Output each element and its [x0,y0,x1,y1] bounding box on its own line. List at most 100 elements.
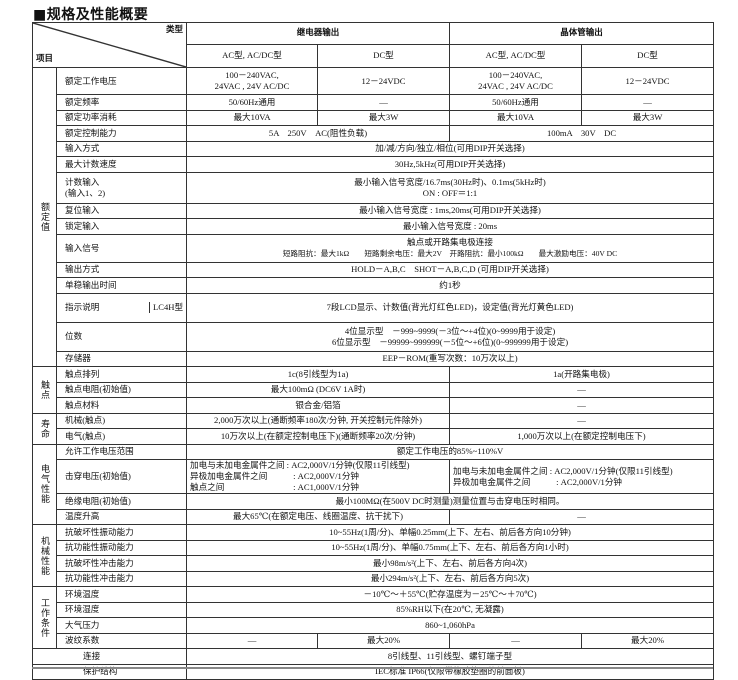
row-label: 抗功能性振动能力 [56,539,187,556]
row-label: 触点材料 [56,397,187,414]
type-header: DC型 [316,43,451,69]
row-label: 抗破坏性冲击能力 [56,555,187,572]
spec-table: 类型 项目 继电器输出 晶体管输出 AC型, AC/DC型 DC型 AC型, A… [32,22,715,680]
cell: 12－24VDC [316,67,451,95]
cell: 加电与未加电金属件之间 : AC2,000V/1分钟(仅限11引线型) 异极加电… [185,459,451,494]
row-label: 单稳输出时间 [56,277,187,294]
cell: — [449,381,715,398]
cell: — [186,632,318,649]
cell: 最大3W [316,109,451,126]
cell: 8引线型、11引线型、螺钉端子型 [185,648,715,665]
item-label: 项目 [36,54,54,64]
cell: 最小输入信号宽度 : 1ms,20ms(可用DIP开关选择) [185,202,715,219]
cell: — [449,397,715,414]
group-label-rated: 额定值 [32,67,57,367]
cell: 50/60Hz通用 [449,94,583,111]
diagonal-line [33,23,186,67]
cell: 100－240VAC, 24VAC , 24V AC/DC [186,67,318,95]
cell: 100－240VAC, 24VAC , 24V AC/DC [449,67,583,95]
row-label: 额定工作电压 [56,67,187,95]
transistor-output-header: 晶体管输出 [449,22,715,45]
cell: — [581,94,715,111]
group-label-electrical: 电气性能 [32,443,57,525]
row-label: 允许工作电压范围 [56,443,187,460]
row-label: 复位输入 [56,202,187,219]
input-signal-line1: 触点或开路集电极连接 [407,237,493,247]
cell: 最小输入信号宽度/16.7ms(30Hz时)、0.1ms(5kHz时) ON :… [185,171,715,204]
cell: 最大10VA [186,109,318,126]
row-label: 触点电阻(初始值) [56,381,187,398]
bottom-divider [32,667,713,669]
row-label: 环境湿度 [56,601,187,618]
group-label-conditions: 工作条件 [32,586,57,649]
cell: 100mA 30V DC [449,125,715,142]
cell: 最大20% [581,632,715,649]
type-label: 类型 [165,25,183,35]
input-signal-line2: 短路阻抗：最大1kΩ 短路剩余电压：最大2V 开路阻抗：最小100kΩ 最大激励… [282,249,618,258]
type-header: DC型 [581,43,715,69]
cell: 4位显示型 －999~9999(－3位～+4位)(0~9999用于设定) 6位显… [185,321,715,352]
group-label-contact: 触点 [32,366,57,414]
section-title: ■规格及性能概要 [33,7,149,23]
type-header: AC型, AC/DC型 [186,43,318,69]
cell: EEP－ROM(重写次数：10万次以上) [185,350,715,367]
cell: — [316,94,451,111]
cell: 1,000万次以上(在额定控制电压下) [449,428,715,445]
cell: 加电与未加电金属件之间 : AC2,000V/1分钟(仅限11引线型) 异极加电… [449,459,715,494]
row-label: 指示说明 LC4H型 [56,292,187,323]
cell: 85%RH以下(在20℃, 无凝露) [185,601,715,618]
group-label-life: 寿命 [32,412,57,445]
cell: 最小98m/s²(上下、左右、前后各方向4次) [185,555,715,572]
cell: 最大10VA [449,109,583,126]
cell: 最大3W [581,109,715,126]
row-label: 额定功率消耗 [56,109,187,126]
row-label: 额定频率 [56,94,187,111]
row-label: 波纹系数 [56,632,187,649]
row-label: 位数 [56,321,187,352]
cell: HOLD－A,B,C SHOT－A,B,C,D (可用DIP开关选择) [185,261,715,278]
group-label-mechanical: 机械性能 [32,524,57,587]
cell: 约1秒 [185,277,715,294]
header-corner: 类型 项目 [32,22,187,68]
cell: 1c(8引线型为1a) [185,366,451,383]
cell: 额定工作电压的85%~110%V [185,443,715,460]
cell: 最小294m/s²(上下、左右、前后各方向5次) [185,570,715,587]
cell: 触点或开路集电极连接短路阻抗：最大1kΩ 短路剩余电压：最大2V 开路阻抗：最小… [185,233,715,263]
model-label: LC4H型 [153,302,184,312]
cell: 最小100MΩ(在500V DC时测量)测量位置与击穿电压时相同。 [185,493,715,510]
cell: 10万次以上(在额定控制电压下)(通断频率20次/分钟) [185,428,451,445]
row-label: 机械(触点) [56,412,187,429]
row-label: 抗破坏性振动能力 [56,524,187,541]
row-label: 存储器 [56,350,187,367]
cell: 860~1,060hPa [185,617,715,634]
cell: 最大100mΩ (DC6V 1A时) [185,381,451,398]
row-label: 计数输入 (输入1、2) [56,171,187,204]
cell: 30Hz,5kHz(可用DIP开关选择) [185,156,715,173]
row-label: 连接 [32,648,187,665]
cell: 1a(开路集电极) [449,366,715,383]
cell: －10℃～＋55℃(贮存温度为－25℃～＋70℃) [185,586,715,603]
row-label: 环境温度 [56,586,187,603]
cell: 最大20% [316,632,451,649]
cell: 50/60Hz通用 [186,94,318,111]
cell: 12－24VDC [581,67,715,95]
indicator-label: 指示说明 [65,302,150,313]
cell: 最大65℃(在额定电压、线圈温度、抗干扰下) [185,508,451,525]
cell: — [449,412,715,429]
cell: — [449,632,583,649]
row-label: 触点排列 [56,366,187,383]
row-label: 击穿电压(初始值) [56,459,187,494]
relay-output-header: 继电器输出 [185,22,451,45]
row-label: 大气压力 [56,617,187,634]
row-label: 温度升高 [56,508,187,525]
row-label: 输入方式 [56,140,187,157]
row-label: 额定控制能力 [56,125,187,142]
cell: 最小输入信号宽度 : 20ms [185,218,715,235]
row-label: 输入信号 [56,233,187,263]
row-label: 输出方式 [56,261,187,278]
cell: 2,000万次以上(通断频率180次/分钟, 开关控制元件除外) [185,412,451,429]
row-label: 绝缘电阻(初始值) [56,493,187,510]
row-label: 锁定输入 [56,218,187,235]
row-label: 抗功能性冲击能力 [56,570,187,587]
cell: 7段LCD显示、计数值(背光灯红色LED)，设定值(背光灯黄色LED) [185,292,715,323]
